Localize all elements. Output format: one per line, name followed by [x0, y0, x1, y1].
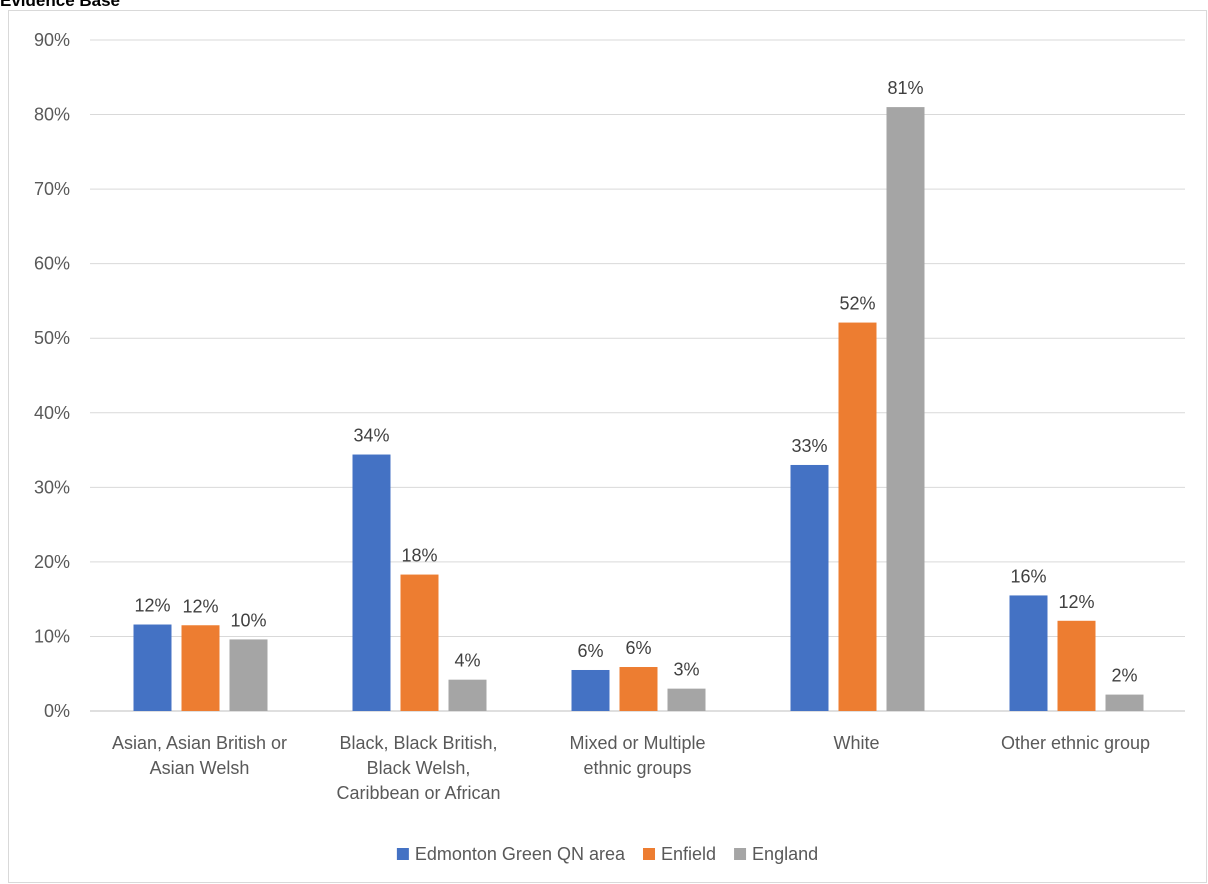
bar [620, 667, 658, 711]
bar [572, 670, 610, 711]
x-category-label-line: Asian, Asian British or [112, 733, 287, 753]
x-category-label-line: Asian Welsh [150, 758, 250, 778]
bar [668, 689, 706, 711]
y-tick-label: 70% [34, 179, 70, 199]
data-label: 2% [1111, 666, 1137, 686]
bar [1010, 595, 1048, 711]
legend-swatch [734, 848, 746, 860]
data-label: 52% [839, 294, 875, 314]
y-tick-label: 20% [34, 552, 70, 572]
x-category-label-line: White [833, 733, 879, 753]
x-category-label-line: Black Welsh, [367, 758, 471, 778]
data-label: 33% [791, 436, 827, 456]
x-category-label-line: Other ethnic group [1001, 733, 1150, 753]
y-tick-label: 60% [34, 254, 70, 274]
bar [353, 455, 391, 711]
y-tick-label: 0% [44, 701, 70, 721]
data-labels: 12% 12% 10% 34% 18% 4% 6% 6% 3% 33% 52% 81% 16% 12% 2% [134, 78, 1137, 685]
x-category-label: Mixed or Multiple ethnic groups [569, 733, 705, 778]
bars [134, 107, 1144, 711]
bar [1058, 621, 1096, 711]
x-category-label-line: ethnic groups [583, 758, 691, 778]
data-label: 10% [230, 610, 266, 630]
data-label: 6% [577, 641, 603, 661]
data-label: 12% [1058, 592, 1094, 612]
x-category-label-line: Mixed or Multiple [569, 733, 705, 753]
data-label: 12% [182, 596, 218, 616]
data-label: 16% [1010, 566, 1046, 586]
x-axis-category-labels: Asian, Asian British or Asian Welsh Black,… [112, 733, 1150, 803]
bar [1106, 695, 1144, 711]
x-category-label: Other ethnic group [1001, 733, 1150, 753]
data-label: 12% [134, 596, 170, 616]
bar [134, 625, 172, 711]
bar [791, 465, 829, 711]
legend-label: Enfield [661, 844, 716, 864]
bar [839, 323, 877, 711]
bar [401, 575, 439, 711]
y-tick-label: 40% [34, 403, 70, 423]
legend: Edmonton Green QN area Enfield England [397, 844, 818, 864]
x-category-label: Black, Black British, Black Welsh, Caribbe… [336, 733, 500, 803]
data-label: 3% [673, 660, 699, 680]
x-category-label-line: Black, Black British, [339, 733, 497, 753]
bar [230, 639, 268, 711]
y-tick-label: 10% [34, 626, 70, 646]
bar [887, 107, 925, 711]
bar [449, 680, 487, 711]
legend-swatch [643, 848, 655, 860]
y-tick-label: 50% [34, 328, 70, 348]
x-category-label: White [833, 733, 879, 753]
data-label: 4% [454, 651, 480, 671]
legend-label: Edmonton Green QN area [415, 844, 626, 864]
y-tick-label: 30% [34, 477, 70, 497]
legend-swatch [397, 848, 409, 860]
data-label: 6% [625, 638, 651, 658]
y-tick-label: 90% [34, 30, 70, 50]
y-axis-tick-labels: 0% 10% 20% 30% 40% 50% 60% 70% 80% 90% [34, 30, 70, 721]
y-tick-label: 80% [34, 105, 70, 125]
x-category-label-line: Caribbean or African [336, 783, 500, 803]
legend-label: England [752, 844, 818, 864]
data-label: 34% [353, 426, 389, 446]
data-label: 81% [887, 78, 923, 98]
bar [182, 625, 220, 711]
x-category-label: Asian, Asian British or Asian Welsh [112, 733, 287, 778]
data-label: 18% [401, 546, 437, 566]
